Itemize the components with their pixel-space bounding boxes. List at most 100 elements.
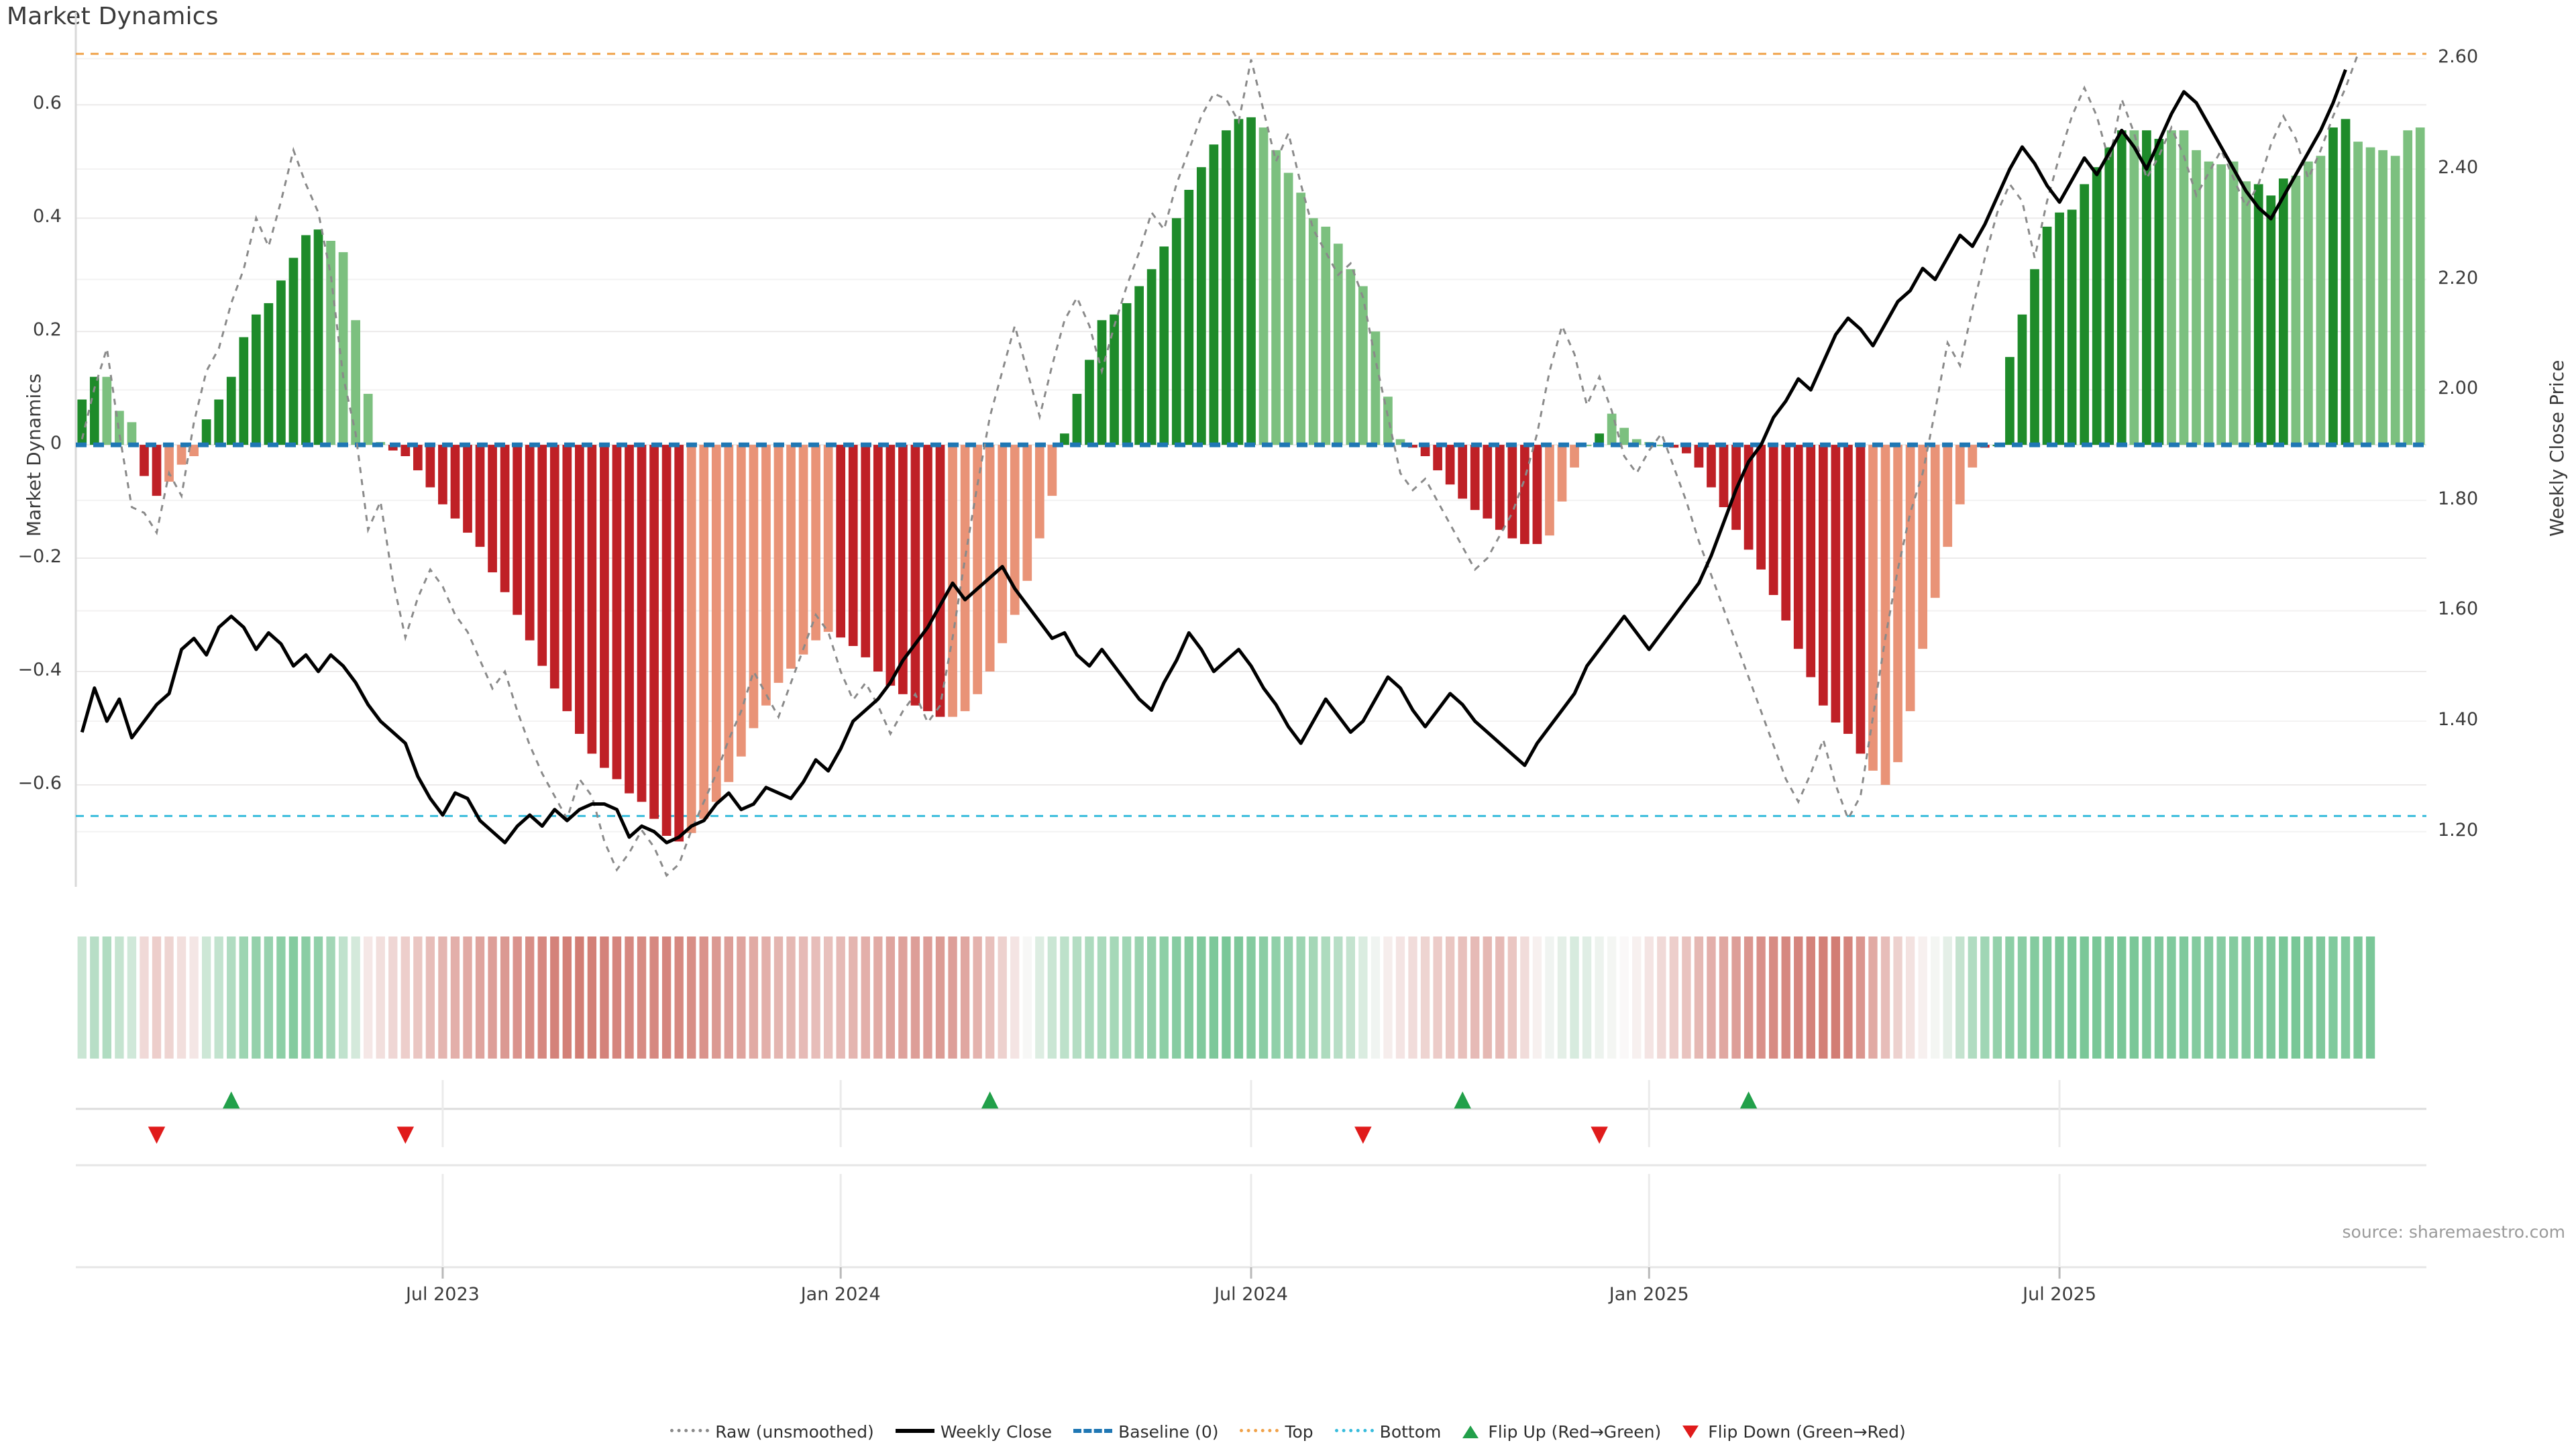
- bar: [1383, 396, 1393, 445]
- bar: [2141, 130, 2151, 445]
- bar: [1856, 445, 1866, 754]
- heat-strip-cell: [1955, 936, 1965, 1059]
- heat-strip-cell: [1507, 936, 1517, 1059]
- legend-item[interactable]: Flip Down (Green→Red): [1682, 1421, 1906, 1442]
- bar: [2080, 184, 2090, 445]
- heat-strip-cell: [1495, 936, 1505, 1059]
- flip-down-marker: [396, 1126, 415, 1144]
- bar: [2253, 184, 2263, 445]
- bar: [798, 445, 808, 655]
- bar: [2291, 175, 2301, 445]
- heat-strip-cell: [2304, 936, 2313, 1059]
- heat-strip-cell: [2341, 936, 2351, 1059]
- legend-item[interactable]: Raw (unsmoothed): [670, 1421, 874, 1442]
- heat-strip-cell: [1657, 936, 1666, 1059]
- heat-strip-cell: [960, 936, 970, 1059]
- bar: [2167, 130, 2176, 445]
- bar: [1371, 331, 1381, 445]
- bar: [1707, 445, 1716, 488]
- bar: [338, 252, 348, 445]
- bar: [985, 445, 995, 672]
- heat-strip-cell: [823, 936, 833, 1059]
- heat-strip-cell: [600, 936, 609, 1059]
- heat-strip-cell: [1768, 936, 1778, 1059]
- bar: [2353, 142, 2363, 445]
- heat-strip-cell: [1794, 936, 1803, 1059]
- heat-strip-cell: [885, 936, 896, 1059]
- heat-strip-cell: [2154, 936, 2164, 1059]
- heat-strip-cell: [699, 936, 708, 1059]
- bar: [1258, 127, 1269, 445]
- legend-item[interactable]: Top: [1240, 1421, 1313, 1442]
- legend-item[interactable]: Baseline (0): [1073, 1421, 1218, 1442]
- bar: [2204, 161, 2214, 445]
- bar: [948, 445, 957, 717]
- legend-label: Flip Up (Red→Green): [1488, 1422, 1662, 1442]
- bar: [2403, 130, 2413, 445]
- legend-item[interactable]: Bottom: [1334, 1421, 1442, 1442]
- heat-strip-cell: [1334, 936, 1343, 1059]
- bar: [1843, 445, 1853, 734]
- bar: [786, 445, 796, 669]
- source-watermark: source: sharemaestro.com: [2342, 1222, 2566, 1242]
- heat-strip-cell: [1010, 936, 1020, 1059]
- bar: [1358, 286, 1368, 445]
- left-tick-label: −0.6: [17, 772, 62, 794]
- bar: [251, 314, 261, 445]
- bar: [2341, 119, 2351, 445]
- bar: [749, 445, 759, 729]
- left-tick-label: 0.6: [33, 93, 62, 114]
- heat-strip-cell: [2316, 936, 2326, 1059]
- bar: [1930, 445, 1940, 598]
- bar: [1458, 445, 1468, 499]
- bar: [1196, 167, 1206, 445]
- heat-strip-cell: [2042, 936, 2052, 1059]
- heat-strip-cell: [998, 936, 1007, 1059]
- heat-strip-cell: [2229, 936, 2239, 1059]
- left-tick-label: −0.4: [17, 659, 62, 680]
- bar: [1806, 445, 1816, 678]
- bar: [288, 258, 299, 445]
- heat-strip-cell: [475, 936, 485, 1059]
- legend-item[interactable]: Weekly Close: [895, 1421, 1052, 1442]
- bar: [301, 235, 311, 445]
- bar: [488, 445, 497, 573]
- bar: [637, 445, 647, 802]
- bar: [2055, 212, 2064, 445]
- heat-strip-cell: [1346, 936, 1355, 1059]
- heat-strip-cell: [1097, 936, 1107, 1059]
- right-tick-label: 1.80: [2438, 488, 2479, 509]
- bar: [1395, 439, 1405, 445]
- heat-strip-cell: [2279, 936, 2288, 1059]
- bar: [1134, 286, 1144, 445]
- flip-down-marker: [1591, 1126, 1608, 1144]
- bar: [1408, 445, 1417, 448]
- heat-strip-cell: [1918, 936, 1927, 1059]
- legend-item[interactable]: Flip Up (Red→Green): [1462, 1421, 1661, 1442]
- bar: [737, 445, 746, 757]
- bar: [537, 445, 547, 666]
- bar: [2266, 195, 2276, 445]
- heat-strip-cell: [500, 936, 510, 1059]
- bar: [1085, 360, 1094, 445]
- bar: [1060, 433, 1069, 445]
- bar: [960, 445, 970, 712]
- bar: [1146, 269, 1157, 445]
- bar: [1010, 445, 1020, 615]
- heat-strip-cell: [687, 936, 696, 1059]
- heat-strip-cell: [873, 936, 883, 1059]
- right-tick-label: 1.40: [2438, 709, 2479, 731]
- heat-strip-cell: [1047, 936, 1057, 1059]
- heat-strip-cell: [2167, 936, 2176, 1059]
- bar: [1072, 394, 1082, 445]
- bar: [2154, 138, 2164, 445]
- legend-label: Bottom: [1379, 1422, 1442, 1442]
- heat-strip-cell: [313, 936, 323, 1059]
- heat-strip-cell: [102, 936, 112, 1059]
- bar: [2067, 209, 2077, 445]
- bar: [1296, 193, 1306, 445]
- heat-strip-cell: [276, 936, 286, 1059]
- heat-strip-cell: [90, 936, 99, 1059]
- heat-strip-cell: [2266, 936, 2275, 1059]
- bar: [1968, 445, 1978, 468]
